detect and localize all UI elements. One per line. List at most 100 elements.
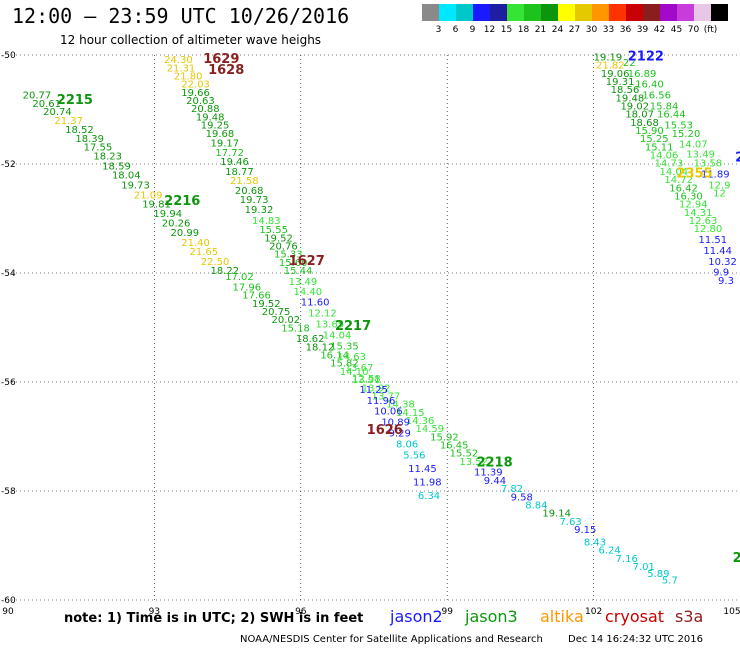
swh-value: 16.45	[440, 440, 469, 451]
swh-value: 8.06	[396, 439, 418, 450]
swh-value: 9.9	[713, 268, 729, 279]
swh-value: 14.63	[337, 352, 366, 363]
swh-value: 21.40	[181, 238, 210, 249]
swh-value: 18.52	[65, 125, 94, 136]
swh-value: 13.58	[694, 159, 723, 170]
scale-swatch	[609, 4, 626, 21]
track-time-label: 1627	[289, 254, 325, 269]
scale-label: 9	[469, 25, 476, 35]
swh-value: 20.88	[191, 104, 220, 115]
swh-value: 16.56	[642, 91, 671, 102]
satellite-legend-item: jason2	[390, 607, 443, 626]
swh-value: 15.84	[650, 102, 679, 113]
swh-value: 15.55	[259, 225, 288, 236]
scale-label: 30	[585, 25, 598, 35]
scale-label: 15	[500, 25, 513, 35]
track-time-label: 2217	[335, 319, 371, 334]
swh-value: 18.68	[630, 118, 659, 129]
track-time-label: 2218	[476, 455, 512, 470]
swh-value: 14.36	[406, 416, 435, 427]
scale-label: 12	[483, 25, 496, 35]
swh-value: 11.45	[408, 464, 437, 475]
swh-value: 19.73	[240, 195, 269, 206]
scale-swatch	[439, 4, 456, 21]
swh-value: 19.46	[220, 157, 249, 168]
swh-value: 20.76	[269, 242, 298, 253]
swh-value: 15.20	[672, 129, 701, 140]
track-time-label: 2122	[628, 49, 664, 64]
swh-value: 14.06	[650, 151, 679, 162]
swh-value: 15.60	[279, 258, 308, 269]
swh-value: 14.83	[252, 216, 281, 227]
swh-value: 18.56	[611, 85, 640, 96]
swh-value: 14.31	[684, 208, 713, 219]
swh-value: 9.15	[574, 525, 596, 536]
y-tick-label: -50	[1, 51, 16, 61]
swh-value: 19.81	[142, 200, 171, 211]
swh-value: 22.50	[201, 257, 230, 268]
swh-value: 20.74	[43, 107, 72, 118]
swh-value: 14.04	[323, 330, 352, 341]
swh-value: 7.01	[633, 562, 655, 573]
swh-value: 7.82	[501, 484, 523, 495]
swh-value: 12.80	[694, 224, 723, 235]
x-tick-label: 96	[295, 607, 307, 617]
scale-label: 27	[568, 25, 581, 35]
swh-value: 14.15	[396, 408, 425, 419]
scale-swatch	[422, 4, 439, 21]
swh-value: 6.24	[598, 546, 620, 557]
swh-value: 9.3	[718, 276, 734, 287]
scale-label: 39	[636, 25, 649, 35]
swh-value: 18.39	[75, 134, 104, 145]
scale-swatch	[558, 4, 575, 21]
swh-value: 17.02	[225, 272, 254, 283]
timestamp-text: Dec 14 16:24:32 UTC 2016	[568, 634, 703, 645]
scale-swatch	[473, 4, 490, 21]
swh-value: 16.89	[628, 69, 657, 80]
scale-swatch	[660, 4, 677, 21]
y-tick-label: -52	[1, 160, 16, 170]
swh-value: 17.55	[84, 142, 113, 153]
swh-value: 13.67	[345, 363, 374, 374]
swh-value: 20.02	[272, 315, 301, 326]
scale-swatch	[541, 4, 558, 21]
swh-value: 21.58	[230, 176, 259, 187]
page-title: 12:00 – 23:59 UTC 10/26/2016	[12, 4, 350, 28]
swh-value: 14.59	[415, 424, 444, 435]
swh-value: 15.52	[450, 449, 479, 460]
scale-label: 21	[534, 25, 547, 35]
swh-value: 11.96	[367, 396, 396, 407]
y-tick-label: -56	[1, 378, 16, 388]
swh-value: 20.75	[262, 307, 291, 318]
credit-text: NOAA/NESDIS Center for Satellite Applica…	[240, 634, 543, 645]
track-time-label: 1629	[203, 52, 239, 67]
scale-swatch	[524, 4, 541, 21]
track-time-label: 2355	[677, 167, 713, 182]
swh-value: 19.94	[153, 209, 182, 220]
swh-value: 16.40	[635, 80, 664, 91]
swh-value: 21.82	[596, 61, 625, 72]
swh-value: 17.66	[242, 291, 271, 302]
swh-value: 18.07	[625, 110, 654, 121]
swh-value: 14.10	[340, 367, 369, 378]
swh-value: 16.14	[320, 351, 349, 362]
swh-value: 5.7	[662, 576, 678, 587]
scale-swatch	[592, 4, 609, 21]
swh-value: 11.98	[413, 478, 442, 489]
swh-value: 11.51	[699, 235, 728, 246]
swh-value: 12.12	[308, 309, 337, 320]
scale-label: 70	[687, 25, 700, 35]
swh-value: 20.61	[32, 99, 61, 110]
satellite-legend-item: s3a	[675, 607, 704, 626]
track-time-label: 2216	[164, 194, 200, 209]
scale-label: 3	[435, 25, 442, 35]
swh-value: 14.04	[659, 167, 688, 178]
swh-value: 9.29	[389, 429, 411, 440]
swh-value: 18.59	[102, 161, 131, 172]
swh-value: 19.32	[245, 205, 274, 216]
swh-value: 15.90	[635, 126, 664, 137]
swh-value: 13.92	[362, 383, 391, 394]
satellite-legend-item: jason3	[465, 607, 518, 626]
